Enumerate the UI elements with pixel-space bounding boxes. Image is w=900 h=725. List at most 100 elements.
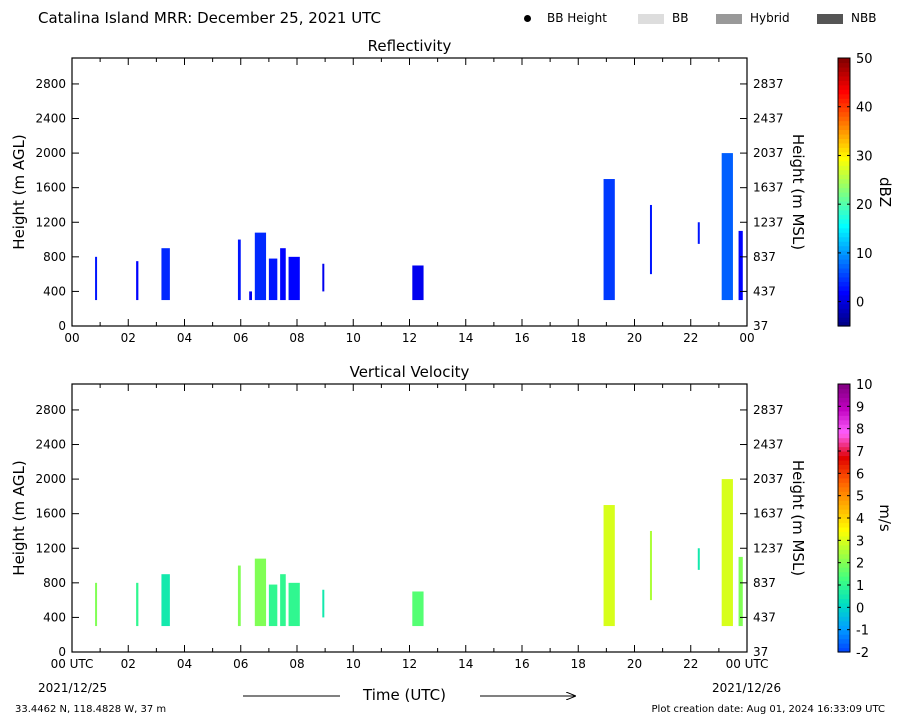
y-tick-label-right: 437	[753, 284, 776, 298]
colorbar-tick-label: 40	[856, 101, 873, 116]
x-tick-label: 22	[683, 331, 698, 345]
colorbar-segment	[838, 129, 850, 135]
colorbar-segment	[838, 89, 850, 95]
colorbar-tick-label: 2	[856, 557, 864, 572]
colorbar-segment	[838, 281, 850, 287]
colorbar-tick-label: 20	[856, 198, 873, 213]
colorbar-segment	[838, 125, 850, 131]
colorbar-segment	[838, 174, 850, 180]
colorbar-segment	[838, 585, 850, 591]
data-cell	[288, 582, 300, 627]
colorbar-segment	[838, 169, 850, 175]
colorbar-segment	[838, 236, 850, 242]
colorbar-segment	[838, 549, 850, 555]
y-tick-label: 400	[43, 284, 66, 298]
colorbar-segment	[838, 84, 850, 90]
colorbar-tick-label: 0	[856, 601, 864, 616]
data-cell	[649, 530, 652, 601]
colorbar-tick-label: 1	[856, 579, 864, 594]
colorbar-segment	[838, 227, 850, 233]
colorbar-segment	[838, 290, 850, 296]
colorbar-segment	[838, 602, 850, 608]
colorbar-segment	[838, 178, 850, 184]
data-cell	[322, 263, 325, 292]
colorbar-segment	[838, 116, 850, 122]
colorbar-segment	[838, 634, 850, 640]
x-tick-label: 00 UTC	[726, 657, 769, 671]
colorbar-tick-label: -1	[856, 624, 869, 639]
colorbar-segment	[838, 285, 850, 291]
x-tick-label: 16	[514, 657, 529, 671]
colorbar-segment	[838, 643, 850, 649]
colorbar-segment	[838, 138, 850, 144]
data-cell	[280, 574, 286, 627]
y-tick-label-right: 37	[753, 645, 768, 659]
colorbar-tick-label: 10	[856, 247, 873, 262]
y-tick-label-right: 1237	[753, 215, 784, 229]
y-tick-label-right: 2837	[753, 403, 784, 417]
colorbar-segment	[838, 598, 850, 604]
y-tick-label: 2800	[35, 403, 66, 417]
data-cell	[249, 291, 252, 301]
colorbar-segment	[838, 455, 850, 461]
legend-label: BB	[672, 11, 689, 25]
data-cell	[254, 232, 267, 301]
x-tick-label: 18	[571, 331, 586, 345]
colorbar-segment	[838, 464, 850, 470]
colorbar-tick-label: 10	[856, 378, 873, 393]
colorbar-segment	[838, 58, 850, 64]
y-tick-label-right: 2837	[753, 77, 784, 91]
colorbar-segment	[838, 317, 850, 323]
colorbar-segment	[838, 589, 850, 595]
x-tick-label: 04	[177, 331, 192, 345]
colorbar-segment	[838, 294, 850, 300]
colorbar-segment	[838, 308, 850, 314]
colorbar-segment	[838, 192, 850, 198]
x-tick-label: 12	[402, 331, 417, 345]
y-tick-label: 2000	[35, 472, 66, 486]
y-tick-label: 2400	[35, 438, 66, 452]
colorbar-segment	[838, 459, 850, 465]
colorbar-segment	[838, 142, 850, 148]
colorbar-segment	[838, 562, 850, 568]
colorbar-segment	[838, 482, 850, 488]
date-start: 2021/12/25	[38, 681, 108, 695]
x-tick-label: 04	[177, 657, 192, 671]
colorbar-segment	[838, 611, 850, 617]
colorbar-segment	[838, 384, 850, 390]
colorbar-segment	[838, 312, 850, 318]
colorbar-segment	[838, 196, 850, 202]
colorbar-label: dBZ	[876, 177, 894, 207]
panel-title: Vertical Velocity	[350, 363, 470, 381]
colorbar-segment	[838, 406, 850, 412]
y-axis-label: Height (m AGL)	[10, 460, 28, 575]
station-location: 33.4462 N, 118.4828 W, 37 m	[15, 704, 167, 715]
colorbar-segment	[838, 531, 850, 537]
y-tick-label: 2000	[35, 146, 66, 160]
y-tick-label-right: 2437	[753, 112, 784, 126]
legend-label: Hybrid	[750, 11, 790, 25]
data-cell	[161, 574, 170, 627]
colorbar-segment	[838, 415, 850, 421]
x-tick-label: 14	[458, 331, 473, 345]
data-cell	[95, 256, 98, 301]
colorbar-segment	[838, 571, 850, 577]
colorbar-segment	[838, 259, 850, 265]
colorbar-segment	[838, 500, 850, 506]
y-tick-label-right: 837	[753, 576, 776, 590]
colorbar-segment	[838, 518, 850, 524]
data-cell	[603, 179, 615, 301]
hybrid-swatch-icon	[716, 13, 742, 24]
y-tick-label-right: 1637	[753, 181, 784, 195]
data-cell	[288, 256, 300, 301]
colorbar-segment	[838, 428, 850, 434]
colorbar-segment	[838, 93, 850, 99]
y-tick-label: 1600	[35, 507, 66, 521]
colorbar-segment	[838, 133, 850, 139]
colorbar-segment	[838, 495, 850, 501]
colorbar-tick-label: 5	[856, 490, 864, 505]
x-tick-label: 14	[458, 657, 473, 671]
x-tick-label: 18	[571, 657, 586, 671]
colorbar-segment	[838, 299, 850, 305]
